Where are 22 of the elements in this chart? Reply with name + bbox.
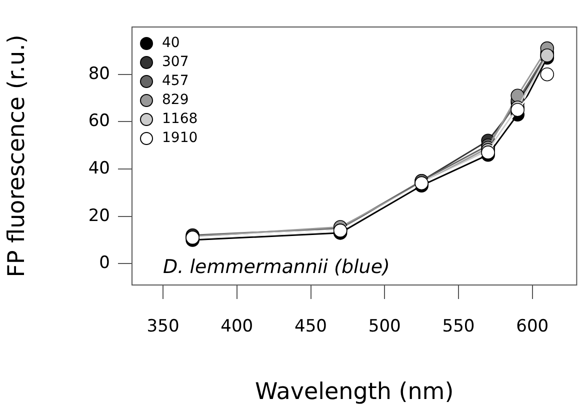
legend-label: 457	[162, 72, 189, 91]
x-tick-label: 550	[442, 316, 475, 337]
x-tick-label: 600	[516, 316, 549, 337]
legend-label: 40	[162, 34, 180, 53]
y-axis-title: FP fluorescence (r.u.)	[4, 34, 30, 278]
y-tick-label: 40	[88, 158, 110, 178]
y-tick-label: 20	[88, 206, 110, 226]
legend-label: 1168	[162, 110, 198, 129]
x-tick-label: 450	[294, 316, 327, 337]
y-tick-label: 60	[88, 111, 110, 132]
x-tick-label: 350	[146, 316, 180, 337]
annotation: D. lemmermannii (blue)	[163, 256, 390, 278]
legend-label: 307	[162, 53, 189, 72]
y-tick-label: 80	[88, 64, 110, 84]
point	[481, 146, 495, 160]
point	[510, 102, 525, 117]
legend-label: 1910	[162, 129, 198, 148]
y-tick-label: 0	[99, 253, 110, 274]
x-axis-title: Wavelength (nm)	[255, 379, 454, 406]
x-tick-label: 500	[368, 316, 401, 337]
legend-label: 829	[162, 91, 189, 110]
x-tick-label: 400	[220, 316, 254, 337]
